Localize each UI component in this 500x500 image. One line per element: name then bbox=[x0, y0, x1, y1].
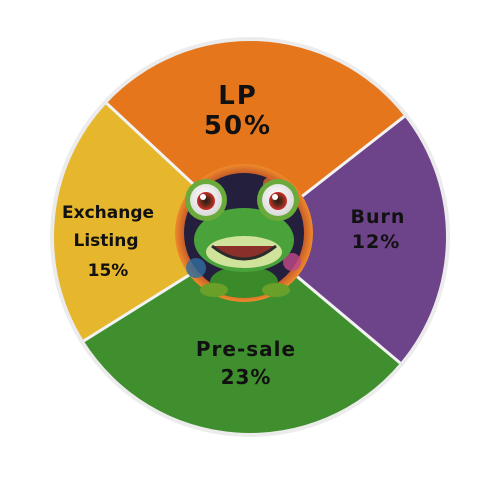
pie-slice-exchange-listing bbox=[54, 103, 250, 341]
slice-label-lp-value: 50% bbox=[204, 111, 272, 141]
pie-slice-burn bbox=[250, 116, 447, 363]
frog-mascot-image bbox=[175, 164, 313, 302]
pie-slice-lp bbox=[106, 41, 405, 237]
slice-label-lp-name: LP bbox=[218, 81, 258, 111]
slice-label-burn-value: 12% bbox=[352, 231, 400, 253]
slice-labels: LP 50% Burn 12% Pre-sale 23% Exchange Li… bbox=[62, 81, 406, 389]
slice-label-burn-name: Burn bbox=[351, 206, 406, 228]
slice-label-exchange-name-line1: Exchange bbox=[62, 203, 154, 223]
pie-slices bbox=[54, 41, 447, 433]
slice-label-exchange-name-line2: Listing bbox=[73, 231, 138, 251]
slice-label-exchange-value: 15% bbox=[88, 261, 129, 281]
slice-label-presale-value: 23% bbox=[221, 365, 272, 389]
pie-slice-presale bbox=[83, 237, 401, 433]
slice-label-presale-name: Pre-sale bbox=[196, 337, 296, 361]
